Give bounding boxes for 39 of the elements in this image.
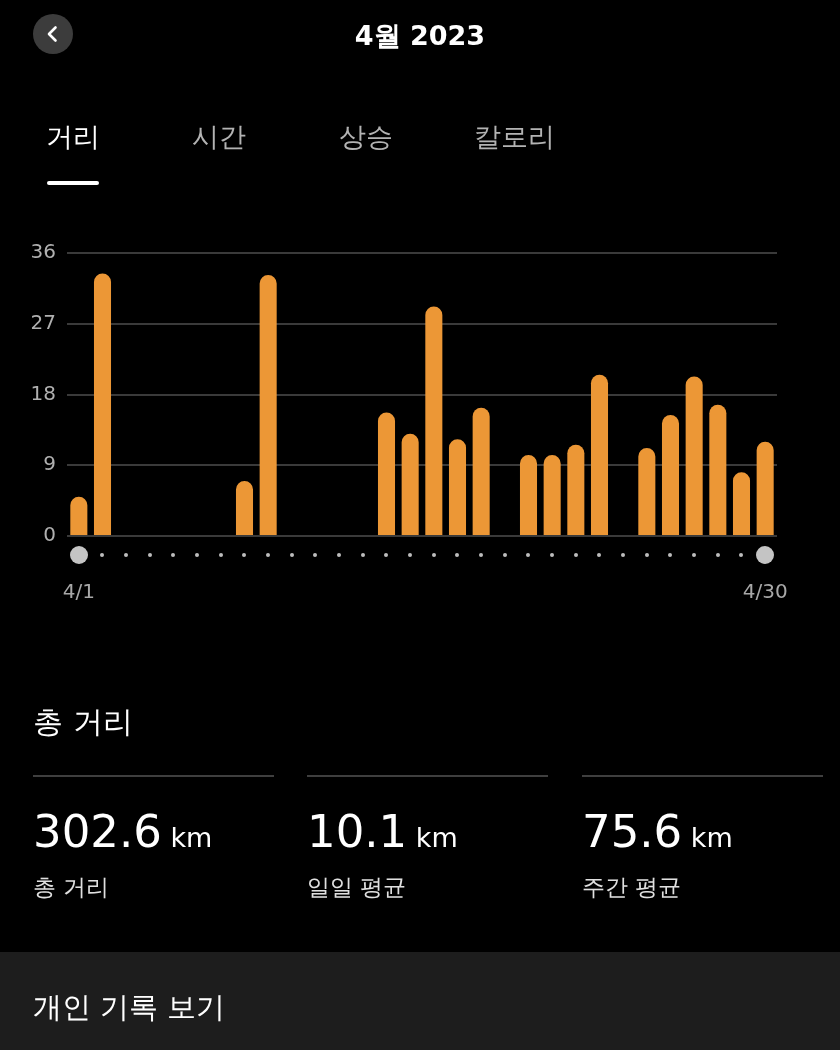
x-tick-label: 4/30 [742,579,788,604]
bar [70,496,88,535]
text: 총 거리 [33,872,110,902]
bar [425,306,443,535]
text: 칼로리 [473,121,555,153]
bar [235,480,254,535]
bar [448,439,467,535]
bar [377,412,396,535]
y-tick-label: 18 [30,380,56,405]
text: 75.6 km [582,804,733,858]
bar [259,275,277,535]
bar [685,376,703,535]
bar [472,407,490,535]
text: 302.6 km [33,804,213,858]
x-tick-label: 4/1 [62,579,95,604]
text: 10.1 km [307,804,458,858]
bar [93,273,112,535]
text: 시간 [192,121,246,153]
bar [661,414,680,535]
bar [590,374,609,535]
y-tick-label: 36 [30,239,56,264]
bar [709,404,727,535]
bar [543,455,561,535]
bar [567,444,585,535]
text: 상승 [339,121,393,153]
text: 개인 기록 보기 [33,988,226,1026]
y-tick-label: 0 [43,522,56,547]
text: 주간 평균 [582,872,682,902]
bar [401,433,419,535]
chart-title: 4월 2023 [353,19,487,53]
text: 일일 평균 [307,872,407,902]
text: 거리 [46,121,100,153]
bar [732,472,751,535]
bar [519,455,538,535]
bar [638,447,656,535]
y-tick-label: 27 [30,309,56,334]
bar [756,441,774,535]
text: 총 거리 [33,703,133,741]
y-tick-label: 9 [43,451,56,476]
